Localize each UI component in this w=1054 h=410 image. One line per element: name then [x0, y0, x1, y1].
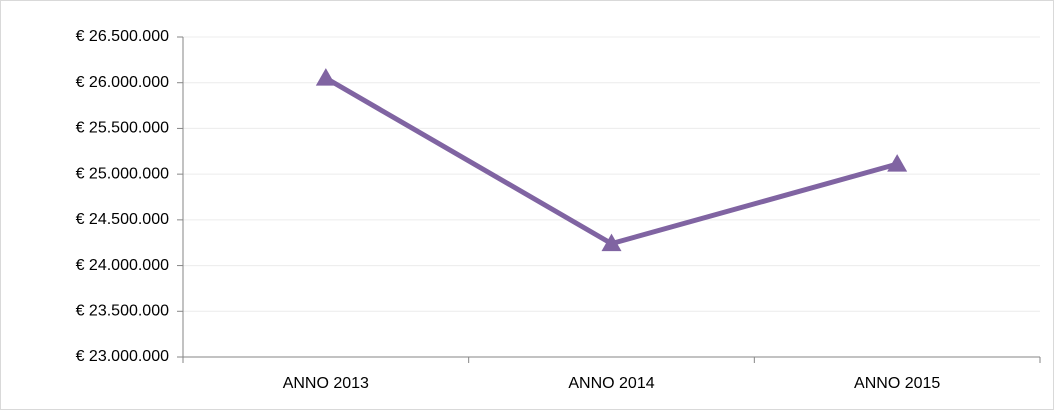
data-marker [887, 154, 908, 172]
y-tick-label: € 24.000.000 [76, 257, 170, 274]
y-tick-label: € 25.500.000 [76, 120, 170, 137]
x-tick-label: ANNO 2013 [283, 375, 369, 392]
y-tick-label: € 25.000.000 [76, 165, 170, 182]
y-tick-label: € 26.500.000 [76, 28, 170, 45]
x-tick-label: ANNO 2015 [854, 375, 940, 392]
x-tick-label: ANNO 2014 [568, 375, 654, 392]
data-marker [601, 233, 622, 252]
y-tick-label: € 26.000.000 [76, 74, 170, 91]
y-tick-label: € 23.000.000 [76, 348, 170, 365]
y-tick-label: € 23.500.000 [76, 303, 170, 320]
y-tick-label: € 24.500.000 [76, 211, 170, 228]
data-marker [315, 68, 336, 86]
